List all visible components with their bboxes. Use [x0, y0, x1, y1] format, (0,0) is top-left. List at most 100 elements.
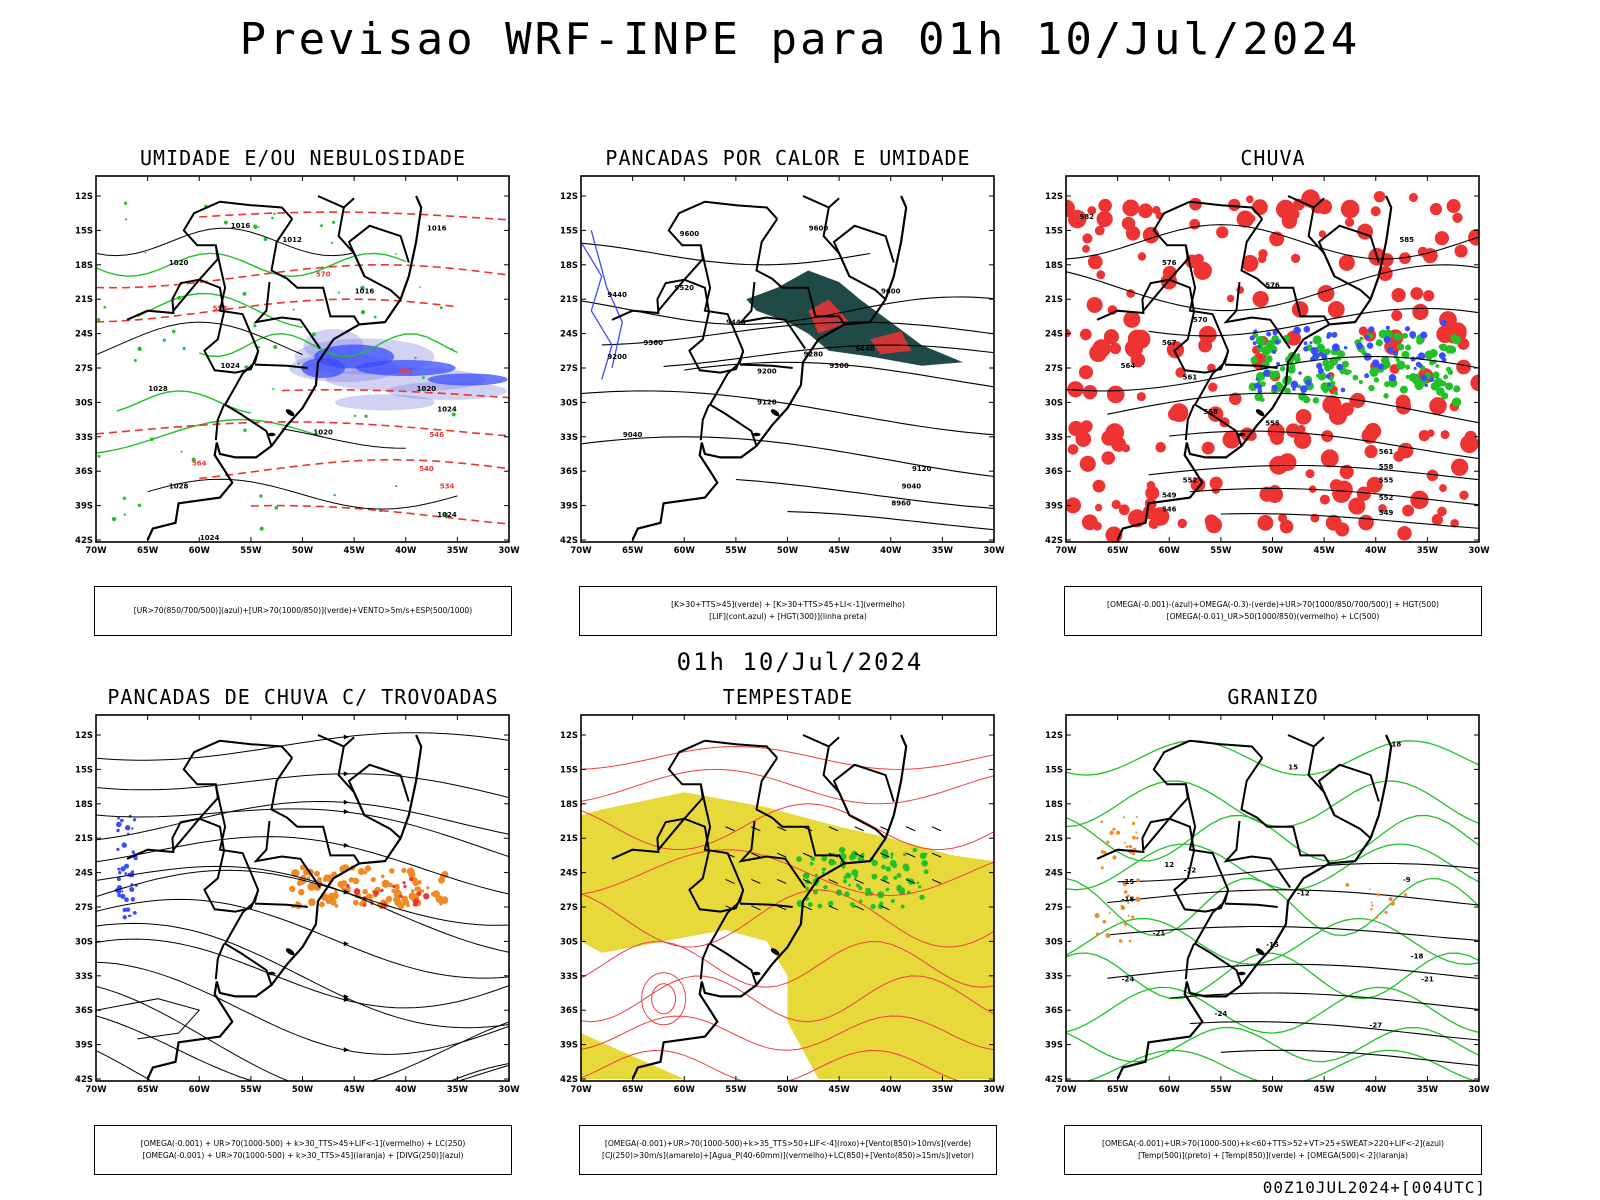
- strong-ascent-area: [1359, 336, 1364, 341]
- rain-area: [1373, 190, 1386, 203]
- wind-area: [903, 865, 910, 872]
- thickness-label: 534: [440, 482, 455, 490]
- streamline: [641, 972, 687, 1026]
- ascent-area: [1257, 344, 1261, 349]
- coastline-east: [1116, 734, 1393, 1080]
- wind-area: [871, 859, 878, 867]
- green-dot: [96, 318, 101, 322]
- lat-label: 27S: [75, 903, 93, 913]
- wind-area: [896, 872, 902, 878]
- wind-area: [823, 885, 828, 890]
- shower-area: [401, 867, 407, 873]
- wind-vector: [802, 852, 813, 858]
- contour-label: 585: [1399, 236, 1414, 244]
- green-contour: [96, 418, 324, 454]
- country-border: [738, 820, 806, 889]
- ascent-area: [1303, 346, 1309, 352]
- green-dot: [364, 414, 368, 418]
- strong-ascent-area: [1401, 350, 1410, 359]
- omega-area: [1109, 830, 1114, 835]
- rain-area: [1145, 486, 1160, 501]
- panel-title: PANCADAS DE CHUVA C/ TROVOADAS: [107, 685, 499, 709]
- thunderstorm-area: [399, 894, 403, 899]
- lon-label: 55W: [1210, 546, 1232, 556]
- strong-ascent-area: [1341, 360, 1349, 368]
- legend-box: [UR>70(850/700/500)](azul)+[UR>70(1000/8…: [94, 586, 512, 636]
- lon-label: 45W: [829, 546, 851, 556]
- green-dot: [171, 329, 176, 334]
- strong-ascent-area: [1261, 345, 1272, 356]
- thickness-label: 546: [429, 431, 444, 439]
- plot-area: -15-18-21-24-12-9-15-18-21-24-27-1218151…: [1066, 734, 1479, 1081]
- legend-line: [K>30+TTS>45](verde) + [K>30+TTS>45+LI<-…: [671, 600, 905, 609]
- strong-ascent-area: [1375, 339, 1383, 347]
- thunderstorm-area: [353, 888, 361, 895]
- country-border: [1317, 224, 1380, 277]
- omega-area: [1094, 913, 1100, 919]
- rain-area: [1338, 254, 1355, 271]
- temp850-contour: [1066, 780, 1479, 828]
- shower-area: [389, 868, 395, 874]
- jet-stream-area: [581, 792, 994, 1079]
- lagoa-icon: [752, 432, 761, 437]
- ascent-area: [1409, 331, 1417, 338]
- lat-label: 24S: [1045, 869, 1063, 879]
- legend-box: [OMEGA(-0.001) + UR>70(1000-500) + k>30_…: [94, 1125, 512, 1175]
- clear-area: [632, 941, 788, 1034]
- lon-label: 55W: [1210, 1085, 1232, 1095]
- strong-ascent-area: [1279, 366, 1286, 372]
- rain-area: [1146, 480, 1156, 490]
- country-border: [611, 245, 704, 321]
- plot-area: [581, 734, 994, 1081]
- ascent-area: [1316, 362, 1323, 370]
- arrow-head: [343, 734, 349, 740]
- ascent-area: [1440, 319, 1447, 327]
- green-dot: [253, 324, 257, 328]
- divergence-area: [121, 890, 124, 893]
- contour-label: 546: [1162, 505, 1177, 513]
- strong-ascent-area: [1395, 357, 1400, 362]
- rain-area: [1228, 198, 1241, 212]
- lat-label: 39S: [560, 502, 578, 512]
- contour-label: 570: [1193, 316, 1208, 324]
- strong-ascent-area: [1405, 344, 1412, 351]
- rain-area: [1470, 374, 1479, 392]
- ascent-area: [1417, 352, 1426, 361]
- rain-area: [1079, 455, 1096, 472]
- lat-label: 27S: [560, 364, 578, 374]
- green-dot: [311, 332, 316, 337]
- unstable-area: [870, 331, 912, 355]
- divergence-area: [129, 886, 135, 892]
- green-dot: [253, 224, 258, 229]
- wind-area: [882, 875, 889, 882]
- omega-area: [1100, 850, 1104, 854]
- storm-shading: [114, 814, 449, 920]
- green-dot: [443, 512, 448, 517]
- divergence-area: [120, 818, 124, 823]
- country-border: [611, 784, 704, 860]
- lon-label: 35W: [932, 1085, 954, 1095]
- lon-label: 30W: [498, 546, 520, 556]
- shower-area: [289, 885, 296, 893]
- lat-label: 27S: [560, 903, 578, 913]
- lon-label: 70W: [1055, 546, 1077, 556]
- streamline: [96, 773, 509, 799]
- lon-label: 35W: [447, 546, 469, 556]
- contour-label: 9280: [804, 351, 824, 359]
- rain-area: [1322, 395, 1342, 415]
- rain-area: [1079, 328, 1092, 341]
- wind-area: [923, 869, 929, 875]
- rain-area: [1067, 381, 1084, 398]
- rain-area: [1121, 216, 1136, 231]
- ascent-area: [1327, 382, 1332, 387]
- green-dot: [395, 485, 398, 488]
- omega-area: [1112, 827, 1116, 831]
- rain-area: [1317, 284, 1335, 302]
- height-contour: [601, 321, 994, 346]
- lat-label: 24S: [560, 869, 578, 879]
- ascent-area: [1393, 350, 1399, 356]
- strong-ascent-area: [1328, 363, 1334, 370]
- legend-box: [OMEGA(-0.001)+UR>70(1000-500)+k<60+TTS>…: [1064, 1125, 1482, 1175]
- lon-label: 40W: [1365, 1085, 1387, 1095]
